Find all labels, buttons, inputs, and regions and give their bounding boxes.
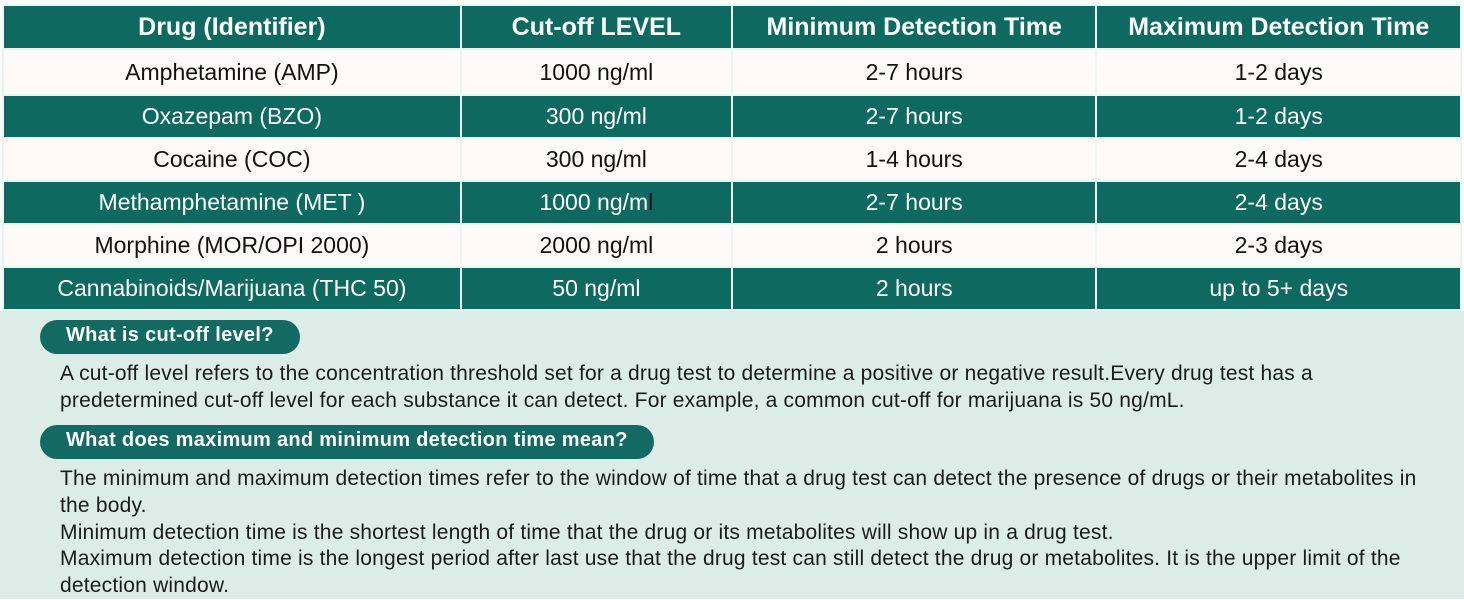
drug-table-container: Drug (Identifier) Cut-off LEVEL Minimum … [2, 4, 1462, 311]
cutoff-cell: 300 ng/ml [459, 94, 733, 139]
table-row: Morphine (MOR/OPI 2000) 2000 ng/ml 2 hou… [2, 223, 1462, 268]
faq-answer-line: The minimum and maximum detection times … [60, 466, 1417, 517]
table-row: Oxazepam (BZO) 300 ng/ml 2-7 hours 1-2 d… [2, 94, 1462, 139]
min-time-cell: 2-7 hours [730, 180, 1098, 225]
faq-answer-line: A cut-off level refers to the concentrat… [60, 362, 1313, 412]
faq-answer-line: Maximum detection time is the longest pe… [60, 547, 1401, 598]
drug-cell: Oxazepam (BZO) [2, 94, 462, 139]
drug-cell: Morphine (MOR/OPI 2000) [2, 223, 462, 268]
faq-item-cutoff-level: What is cut-off level? A cut-off level r… [40, 320, 1438, 415]
min-time-cell: 2 hours [730, 223, 1098, 268]
faq-answer-line: Minimum detection time is the shortest l… [60, 520, 1114, 544]
max-time-cell: 2-4 days [1095, 137, 1462, 182]
table-row: Amphetamine (AMP) 1000 ng/ml 2-7 hours 1… [2, 48, 1462, 96]
max-time-cell: 1-2 days [1095, 48, 1462, 96]
cutoff-value: 300 ng/ml [545, 146, 647, 172]
cutoff-value: 300 ng/ml [545, 103, 647, 129]
table-row: Cannabinoids/Marijuana (THC 50) 50 ng/ml… [2, 266, 1462, 311]
max-time-cell: 2-3 days [1095, 223, 1462, 268]
min-time-cell: 2 hours [730, 266, 1098, 311]
max-time-cell: 1-2 days [1095, 94, 1462, 139]
faq-question-badge: What is cut-off level? [40, 320, 300, 354]
faq-question-badge: What does maximum and minimum detection … [40, 424, 654, 459]
column-header-max: Maximum Detection Time [1095, 4, 1462, 50]
faq-answer: The minimum and maximum detection times … [60, 466, 1436, 600]
table-body: Amphetamine (AMP) 1000 ng/ml 2-7 hours 1… [2, 48, 1462, 311]
cutoff-value: 2000 ng/ml [539, 232, 654, 258]
cutoff-value: 1000 ng/m [539, 189, 649, 215]
cutoff-cell: 50 ng/ml [459, 266, 733, 311]
faq-section: What is cut-off level? A cut-off level r… [0, 311, 1464, 599]
min-time-cell: 2-7 hours [730, 48, 1098, 96]
cutoff-cell: 2000 ng/ml [459, 223, 733, 268]
min-time-cell: 2-7 hours [730, 94, 1098, 139]
cutoff-value: 50 ng/ml [552, 275, 641, 301]
column-header-cutoff: Cut-off LEVEL [459, 4, 733, 50]
cutoff-value: 1000 ng/ml [539, 58, 654, 85]
faq-item-detection-time: What does maximum and minimum detection … [40, 424, 1438, 600]
faq-answer: A cut-off level refers to the concentrat… [60, 361, 1436, 415]
table-header: Drug (Identifier) Cut-off LEVEL Minimum … [2, 4, 1462, 50]
cutoff-cell: 300 ng/ml [459, 137, 733, 182]
cutoff-suffix: l [648, 189, 654, 215]
min-time-cell: 1-4 hours [730, 137, 1098, 182]
header-row: Drug (Identifier) Cut-off LEVEL Minimum … [2, 4, 1462, 50]
table-row: Cocaine (COC) 300 ng/ml 1-4 hours 2-4 da… [2, 137, 1462, 182]
cutoff-cell: 1000 ng/ml [459, 48, 733, 96]
cutoff-cell: 1000 ng/ml [459, 180, 733, 225]
column-header-min: Minimum Detection Time [730, 4, 1098, 50]
max-time-cell: up to 5+ days [1095, 266, 1462, 311]
drug-detection-table: Drug (Identifier) Cut-off LEVEL Minimum … [2, 4, 1462, 311]
drug-cell: Cocaine (COC) [2, 137, 462, 182]
drug-cell: Methamphetamine (MET ) [2, 180, 462, 225]
table-row: Methamphetamine (MET ) 1000 ng/ml 2-7 ho… [2, 180, 1462, 225]
max-time-cell: 2-4 days [1095, 180, 1462, 225]
drug-cell: Cannabinoids/Marijuana (THC 50) [2, 266, 462, 311]
drug-cell: Amphetamine (AMP) [2, 48, 462, 96]
column-header-drug: Drug (Identifier) [2, 4, 462, 50]
